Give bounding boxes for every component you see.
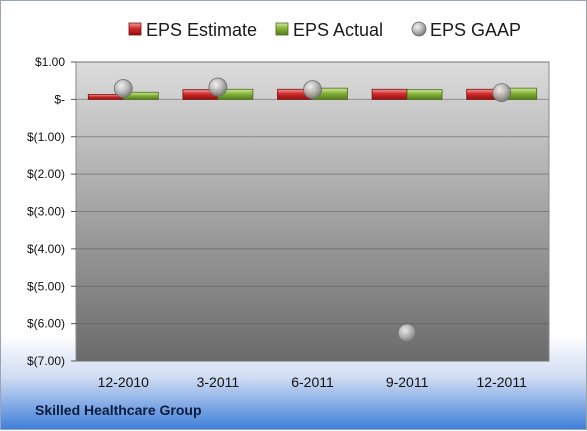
legend-swatch <box>128 22 142 36</box>
company-name: Skilled Healthcare Group <box>35 402 202 418</box>
y-tick-label: $(4.00) <box>27 242 65 256</box>
y-tick-label: $(3.00) <box>27 205 65 219</box>
x-axis: 12-2010 3-2011 6-2011 9-2011 12-2011 <box>98 374 527 390</box>
eps-actual-bar <box>406 89 443 100</box>
eps-gaap-marker <box>492 83 512 103</box>
gridlines <box>71 61 549 362</box>
eps-estimate-bar <box>371 88 408 100</box>
eps-gaap-marker <box>397 323 417 343</box>
eps-gaap-marker <box>303 80 322 100</box>
x-tick-label: 12-2010 <box>98 374 150 390</box>
eps-gaap-marker <box>113 79 133 98</box>
gaap-markers <box>113 77 512 343</box>
legend-label: EPS Actual <box>293 20 383 40</box>
y-tick-label: $(2.00) <box>27 167 65 181</box>
legend: EPS Estimate EPS Actual EPS GAAP <box>128 20 521 40</box>
legend-label: EPS GAAP <box>430 20 521 40</box>
x-tick-label: 9-2011 <box>386 374 429 390</box>
legend-swatch <box>411 21 427 37</box>
y-axis: $1.00 $- $(1.00) $(2.00) $(3.00) $(4.00) $(5.0… <box>27 55 65 368</box>
y-tick-label: $- <box>54 92 65 106</box>
legend-swatch <box>275 22 289 36</box>
legend-label: EPS Estimate <box>146 20 257 40</box>
y-tick-label: $1.00 <box>35 55 65 69</box>
y-tick-label: $(6.00) <box>27 317 65 331</box>
y-tick-label: $(5.00) <box>27 279 65 293</box>
y-tick-label: $(1.00) <box>27 130 65 144</box>
x-tick-label: 6-2011 <box>291 374 334 390</box>
x-tick-label: 12-2011 <box>477 374 528 390</box>
eps-gaap-marker <box>208 77 228 97</box>
x-tick-label: 3-2011 <box>197 374 240 390</box>
y-tick-label: $(7.00) <box>27 354 65 368</box>
